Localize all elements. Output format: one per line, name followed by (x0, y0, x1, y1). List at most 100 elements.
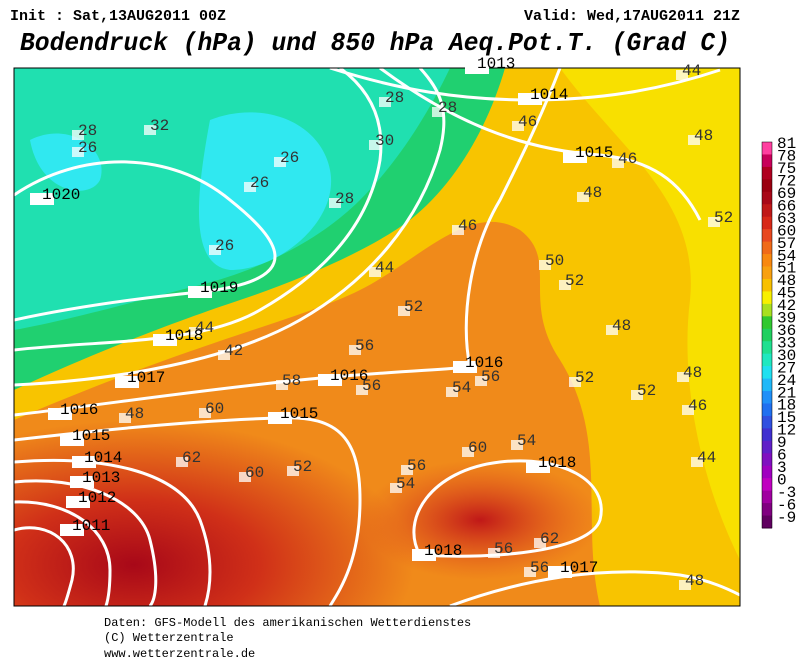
footer-line: (C) Wetterzentrale (104, 631, 234, 645)
theta-label-box (631, 390, 643, 400)
colorbar-cell (762, 154, 772, 168)
theta-label: 46 (688, 397, 707, 415)
colorbar-cell (762, 204, 772, 218)
theta-label: 26 (280, 149, 299, 167)
colorbar-cell (762, 179, 772, 193)
colorbar-label: 45 (777, 285, 796, 303)
isobar-label-box (318, 374, 342, 386)
theta-label-box (144, 125, 156, 135)
colorbar-cell (762, 216, 772, 230)
isobar-label: 1015 (575, 144, 613, 162)
theta-label: 28 (78, 122, 97, 140)
theta-label-box (199, 408, 211, 418)
colorbar-cell (762, 353, 772, 367)
theta-label: 54 (517, 432, 536, 450)
colorbar-label: 12 (777, 422, 796, 440)
theta-label: 44 (697, 449, 716, 467)
isobar-label: 1015 (280, 405, 318, 423)
colorbar-label: 27 (777, 359, 796, 377)
isobar-label: 1019 (200, 279, 238, 297)
colorbar-cell (762, 515, 772, 529)
theta-label-box (606, 325, 618, 335)
theta-label-box (462, 447, 474, 457)
theta-label: 56 (407, 457, 426, 475)
theta-label: 44 (375, 259, 394, 277)
isobar-label: 1018 (424, 542, 462, 560)
theta-label: 48 (612, 317, 631, 335)
colorbar-label: 21 (777, 384, 796, 402)
colorbar-cell (762, 229, 772, 243)
colorbar-label: 63 (777, 210, 796, 228)
theta-label: 46 (458, 217, 477, 235)
theta-label: 26 (250, 174, 269, 192)
colorbar-label: 15 (777, 409, 796, 427)
theta-label: 28 (335, 190, 354, 208)
yellow-light-region (560, 68, 740, 560)
isobar-label-box (115, 376, 139, 388)
theta-label-box (676, 70, 688, 80)
colorbar-label: 0 (777, 471, 787, 489)
colorbar-cell (762, 465, 772, 479)
theta-label-box (677, 372, 689, 382)
isobar-label-box (153, 334, 177, 346)
isobar-label: 1016 (330, 367, 368, 385)
theta-label-box (577, 192, 589, 202)
isobar-label-box (60, 524, 84, 536)
isobar-label: 1015 (72, 427, 110, 445)
map-labels: 2826322626282630282844464648485246505248… (30, 55, 733, 590)
theta-label-box (72, 130, 84, 140)
colorbar-cell (762, 316, 772, 330)
colorbar-label: 42 (777, 297, 796, 315)
isobar-label: 1014 (84, 449, 122, 467)
theta-label: 42 (224, 342, 243, 360)
theta-label: 52 (575, 369, 594, 387)
colorbar-label: -3 (777, 484, 796, 502)
theta-label: 58 (282, 372, 301, 390)
theta-label: 32 (150, 117, 169, 135)
colorbar-cell (762, 291, 772, 305)
isobar-label-box (30, 193, 54, 205)
colorbar-label: 48 (777, 272, 796, 290)
map-frame (13, 67, 741, 607)
colorbar-cell (762, 241, 772, 255)
theta-label-box (488, 548, 500, 558)
colorbar-label: 72 (777, 173, 796, 191)
theta-label-box (176, 457, 188, 467)
theta-label-box (287, 466, 299, 476)
theta-label: 44 (682, 62, 701, 80)
theta-label: 60 (205, 400, 224, 418)
theta-label-box (534, 538, 546, 548)
isobar-label: 1013 (82, 469, 120, 487)
colorbar-cell (762, 378, 772, 392)
map-title: Bodendruck (hPa) und 850 hPa Aeq.Pot.T. … (20, 28, 730, 58)
theta-label-box (390, 483, 402, 493)
theta-label-box (511, 440, 523, 450)
colorbar-label: 24 (777, 372, 796, 390)
isobar-label-box (72, 456, 96, 468)
theta-label: 56 (481, 368, 500, 386)
colorbar-label: 66 (777, 197, 796, 215)
theta-label: 48 (583, 184, 602, 202)
init-time: Init : Sat,13AUG2011 00Z (10, 8, 226, 25)
colorbar-label: 33 (777, 334, 796, 352)
colorbar-label: 57 (777, 235, 796, 253)
theta-label: 56 (355, 337, 374, 355)
colorbar-label: -6 (777, 496, 796, 514)
colorbar-label: 3 (777, 459, 787, 477)
theta-label-box (189, 327, 201, 337)
theta-label-box (679, 580, 691, 590)
theta-label: 52 (714, 209, 733, 227)
theta-label: 54 (396, 475, 415, 493)
colorbar-cell (762, 254, 772, 268)
theta-label-box (329, 198, 341, 208)
theta-label-box (209, 245, 221, 255)
colorbar-label: 18 (777, 397, 796, 415)
colorbar-label: 75 (777, 160, 796, 178)
valid-time: Valid: Wed,17AUG2011 21Z (524, 8, 740, 25)
theta-label: 26 (215, 237, 234, 255)
theta-label-box (398, 306, 410, 316)
colorbar-frame (761, 141, 773, 529)
colorbar-cell (762, 278, 772, 292)
theta-label: 28 (385, 89, 404, 107)
